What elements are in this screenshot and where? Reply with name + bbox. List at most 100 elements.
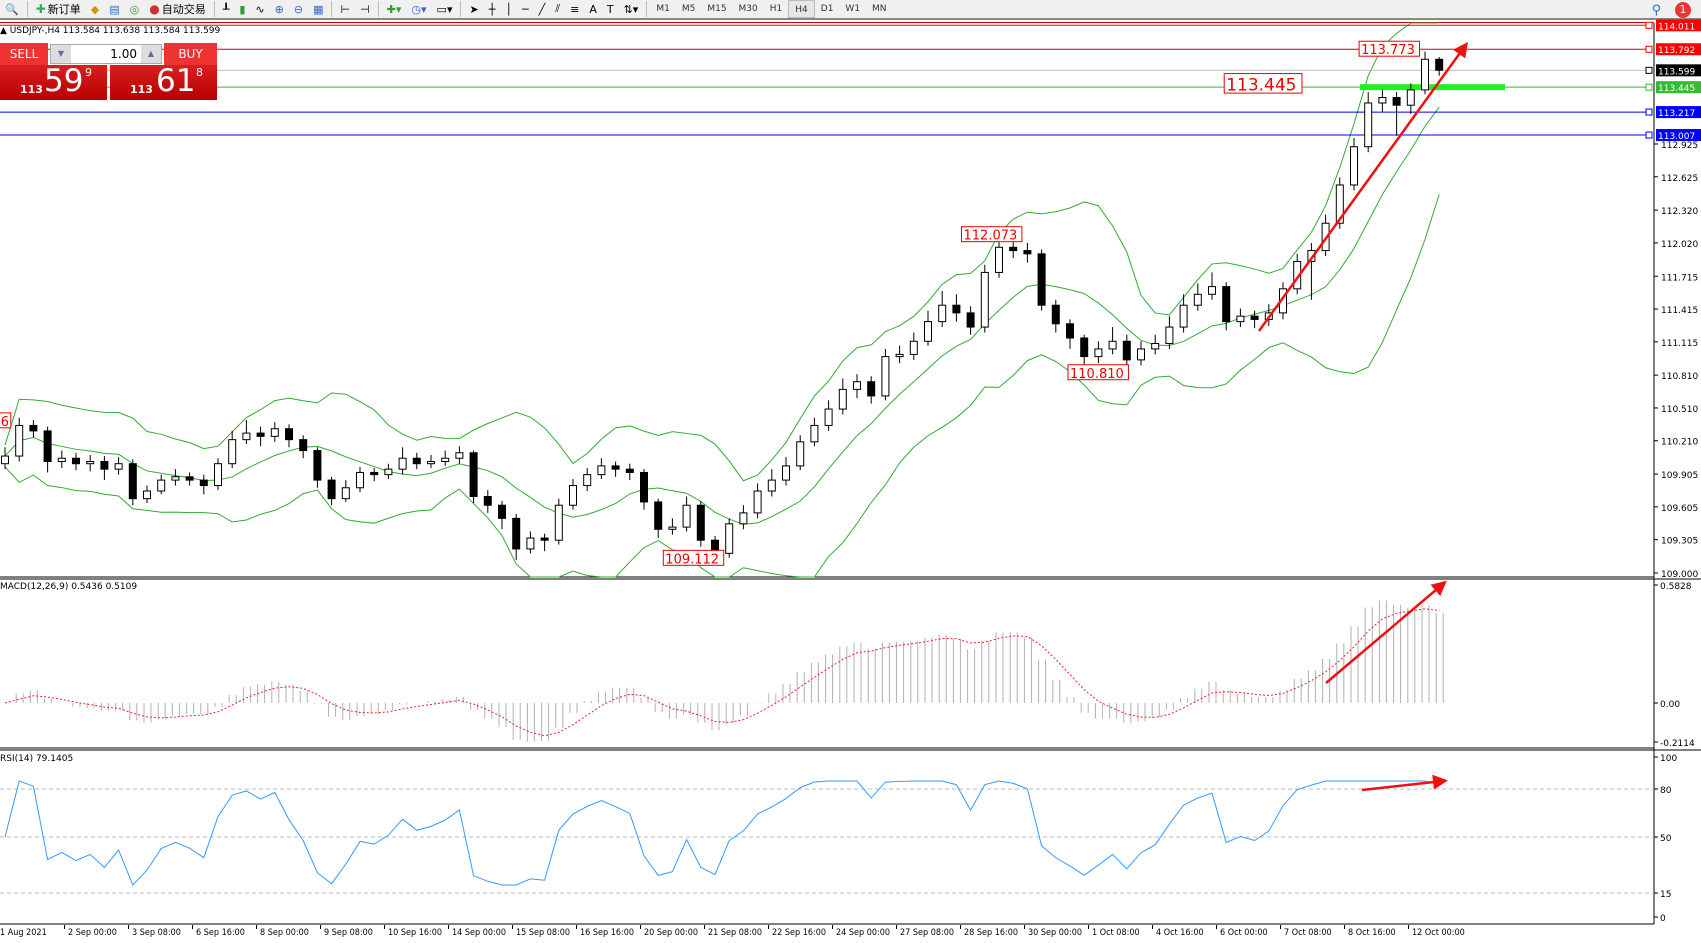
macd-tick-label: 0.00 (1660, 700, 1680, 710)
candle-body (1378, 97, 1387, 104)
buy-button[interactable]: BUY (164, 43, 217, 65)
candle (1122, 334, 1131, 368)
price-annotation: 113.773 (1361, 43, 1415, 58)
candle (1435, 57, 1444, 76)
timeframe-mn[interactable]: MN (872, 4, 887, 14)
candle (824, 400, 833, 431)
candle-body (1023, 250, 1032, 255)
candle (782, 457, 790, 486)
timeframe-m5[interactable]: M5 (681, 4, 696, 14)
bid-price[interactable]: 113 59 9 (0, 63, 107, 100)
candle (1193, 283, 1202, 311)
price-label: 113.792 (1658, 46, 1695, 56)
timeframe-h1[interactable]: H1 (769, 4, 783, 14)
cursor-icon[interactable]: ➤ (469, 2, 479, 16)
lot-size-input[interactable] (71, 47, 141, 61)
candle-body (782, 465, 790, 481)
time-tick-label: 28 Sep 16:00 (964, 928, 1019, 938)
horizontal-line-icon[interactable]: ─ (521, 2, 529, 16)
ask-price-pip: 8 (196, 66, 203, 79)
signals-icon[interactable]: ◎ (129, 2, 140, 16)
vertical-line-icon[interactable]: │ (505, 2, 512, 16)
timeframe-m30[interactable]: M30 (738, 4, 758, 14)
bollinger-middle-band (4, 106, 1440, 525)
toolbar-divider (213, 1, 215, 17)
navigator-icon[interactable]: ▤ (109, 2, 120, 16)
timeframe-w1[interactable]: W1 (845, 4, 861, 14)
candle (1094, 341, 1103, 364)
time-tick-label: 4 Oct 16:00 (1156, 928, 1204, 938)
candle-body (43, 430, 52, 463)
candle (1179, 294, 1188, 333)
arrows-icon[interactable]: ⇅▾ (623, 2, 639, 16)
toolbar-divider (460, 1, 462, 17)
candle (1165, 316, 1174, 349)
candle-body (1137, 348, 1145, 361)
timeframe-m15[interactable]: M15 (707, 4, 727, 14)
candle (895, 345, 904, 364)
templates-icon[interactable]: ▭▾ (436, 2, 453, 16)
trendline-icon[interactable]: ╱ (538, 2, 546, 16)
fibonacci-icon[interactable]: ≡ (570, 2, 580, 16)
candle (57, 450, 66, 469)
candle-body (853, 381, 861, 390)
price-tick-label: 110.510 (1661, 405, 1698, 415)
time-tick-label: 1 Oct 08:00 (1092, 928, 1140, 938)
candle-body (356, 471, 364, 489)
text-icon[interactable]: A (589, 2, 597, 16)
text-label-icon[interactable]: T (606, 2, 614, 16)
candle (242, 419, 251, 445)
candle-body (128, 463, 137, 500)
timeframe-m1[interactable]: M1 (656, 4, 670, 14)
candle-body (483, 495, 492, 506)
line-chart-icon[interactable]: ∿ (255, 2, 265, 16)
auto-trading-button[interactable]: ● 自动交易 (144, 0, 210, 19)
candlestick-icon[interactable]: ▮ (239, 2, 246, 16)
candle (1208, 272, 1216, 300)
zoom-search-icon[interactable]: 🔍 (5, 2, 19, 16)
candle (43, 426, 52, 473)
new-order-label: 新订单 (47, 3, 81, 16)
bar-chart-icon[interactable]: ┸ (222, 2, 230, 16)
search-icon[interactable]: ⚲ (1651, 2, 1661, 18)
notification-badge[interactable]: 1 (1675, 2, 1691, 18)
chart-shift-icon[interactable]: ⊢ (340, 2, 351, 16)
price-label-box (1656, 81, 1701, 94)
candle (512, 513, 521, 560)
lot-decrease-button[interactable]: ▼ (51, 45, 71, 63)
candle-body (668, 526, 677, 530)
timeframe-h4[interactable]: H4 (788, 0, 815, 18)
macd-signal-line (4, 608, 1440, 737)
new-order-button[interactable]: ✚ 新订单 (31, 0, 86, 19)
candle-body (1165, 326, 1174, 344)
time-tick (1408, 925, 1409, 929)
candle (370, 468, 379, 482)
timeframe-d1[interactable]: D1 (820, 4, 834, 14)
time-tick-label: 2 Sep 00:00 (68, 928, 117, 938)
price-annotation: 6 (1, 415, 9, 430)
equidistant-channel-icon[interactable]: ⫽ (555, 2, 561, 15)
zoom-out-icon[interactable]: ⊖ (293, 2, 304, 16)
tile-windows-icon[interactable]: ▦ (313, 2, 324, 16)
auto-trading-label: 自动交易 (161, 3, 206, 16)
market-watch-icon[interactable]: ◆ (90, 2, 100, 16)
candle (412, 452, 421, 470)
time-tick-label: 6 Oct 00:00 (1220, 928, 1268, 938)
candle-body (86, 461, 95, 465)
candle (966, 306, 975, 335)
candle-body (980, 271, 989, 328)
lot-increase-button[interactable]: ▲ (141, 45, 161, 63)
crosshair-icon[interactable]: ┼ (488, 2, 496, 16)
price-tick-label: 109.305 (1661, 537, 1698, 547)
candle (554, 498, 563, 545)
periods-clock-icon[interactable]: ◷▾ (411, 2, 427, 16)
sell-button[interactable]: SELL (0, 43, 48, 65)
indicators-icon[interactable]: ✚▾ (386, 2, 402, 16)
zoom-in-icon[interactable]: ⊕ (274, 2, 284, 16)
time-tick-label: 14 Sep 00:00 (452, 928, 507, 938)
autoscroll-icon[interactable]: ⊣ (360, 2, 370, 16)
candle-body (569, 485, 577, 506)
candle-body (1, 455, 9, 465)
ask-price[interactable]: 113 61 8 (110, 63, 217, 100)
